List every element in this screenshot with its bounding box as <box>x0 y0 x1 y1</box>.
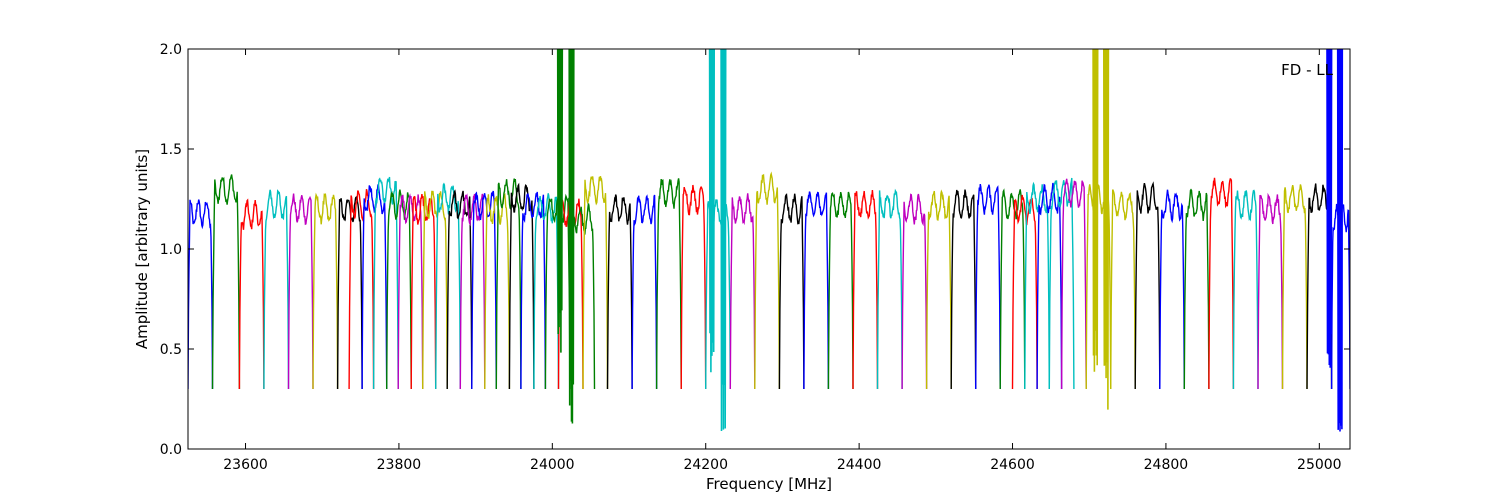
series-line <box>876 188 903 390</box>
series-line <box>386 189 412 390</box>
spike-line <box>1092 49 1099 372</box>
y-axis-label: Amplitude [arbitrary units] <box>133 149 151 349</box>
spike-line <box>708 49 716 373</box>
x-axis-label: Frequency [MHz] <box>706 475 832 493</box>
series-line <box>1257 192 1284 390</box>
x-axis-ticks: 23600 23800 24000 24200 24400 24600 24800 25000 <box>223 49 1342 473</box>
spike-line <box>720 49 727 432</box>
series-line <box>729 193 756 390</box>
x-tick-label: 23600 <box>223 457 268 473</box>
y-tick-label: 2.0 <box>160 42 182 58</box>
x-tick-label: 24400 <box>837 457 882 473</box>
series-line <box>631 194 658 390</box>
x-tick-label: 25000 <box>1297 457 1342 473</box>
series-line <box>1011 194 1038 390</box>
spike-line <box>1103 49 1110 410</box>
series-line <box>1109 189 1136 390</box>
series-line <box>471 190 497 390</box>
series-line <box>1024 181 1051 390</box>
series-line <box>852 190 879 390</box>
series-line <box>520 191 547 390</box>
spike-lines <box>556 49 1344 432</box>
annotation-label: FD - LL <box>1281 61 1333 79</box>
series-line <box>1134 181 1161 390</box>
x-tick-label: 24600 <box>990 457 1035 473</box>
series-line <box>803 191 830 390</box>
series-line <box>1232 189 1259 390</box>
x-tick-label: 24200 <box>683 457 728 473</box>
series-line <box>361 184 388 390</box>
series-line <box>263 189 290 390</box>
series-line <box>975 183 1001 390</box>
x-tick-label: 24800 <box>1144 457 1189 473</box>
x-tick-label: 24000 <box>530 457 575 473</box>
spike-line <box>1326 49 1333 368</box>
series-line <box>1036 182 1063 390</box>
spike-line <box>1336 49 1344 432</box>
series-line <box>1159 189 1186 390</box>
series-line <box>435 182 461 390</box>
series-line <box>778 193 805 390</box>
series-line <box>238 198 265 390</box>
spike-line <box>556 49 564 353</box>
series-line <box>484 193 511 390</box>
series-line <box>446 189 473 390</box>
spike-line <box>568 49 575 424</box>
series-line <box>397 193 424 390</box>
series-line <box>950 189 977 390</box>
plot-area-background <box>188 49 1350 449</box>
series-line <box>1183 188 1210 390</box>
y-tick-label: 0.5 <box>160 342 182 358</box>
series-line <box>606 194 633 390</box>
series-line <box>1060 178 1087 390</box>
series-line <box>999 188 1026 390</box>
series-line <box>925 189 952 390</box>
series-line <box>459 193 486 390</box>
series-line <box>533 193 560 390</box>
series-line <box>348 189 375 390</box>
series-line <box>754 171 781 390</box>
series-line <box>188 199 214 390</box>
series-line <box>1281 184 1308 390</box>
series-line <box>1048 177 1075 390</box>
x-tick-label: 23800 <box>377 457 422 473</box>
series-line <box>410 194 437 390</box>
series-line <box>680 184 707 390</box>
series-line <box>582 176 609 390</box>
y-tick-label: 1.5 <box>160 142 182 158</box>
y-tick-label: 0.0 <box>160 442 182 458</box>
series-line <box>655 178 682 390</box>
series-line <box>312 192 339 390</box>
series-line <box>827 191 854 390</box>
series-line <box>372 176 399 390</box>
series-line <box>336 195 363 390</box>
series-line <box>901 193 928 390</box>
series-line <box>1208 177 1235 390</box>
y-axis-ticks: 0.0 0.5 1.0 1.5 2.0 <box>160 42 1350 458</box>
series-line <box>422 190 448 390</box>
y-tick-label: 1.0 <box>160 242 182 258</box>
series-line <box>211 174 241 390</box>
series-line <box>287 193 314 390</box>
